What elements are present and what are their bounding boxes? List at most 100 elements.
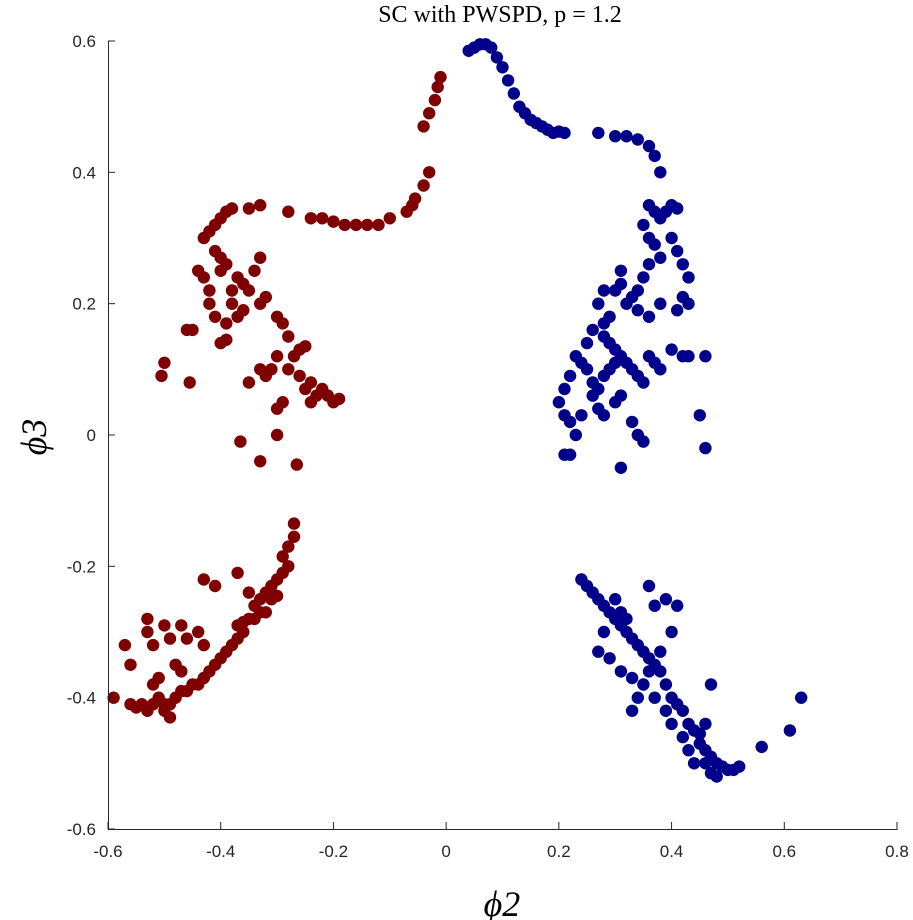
- y-tick-label: -0.2: [67, 557, 96, 576]
- scatter-point: [231, 566, 244, 580]
- scatter-point: [124, 658, 137, 671]
- scatter-point: [234, 435, 247, 448]
- scatter-point: [265, 593, 278, 606]
- scatter-point: [620, 297, 633, 310]
- y-tick-label: 0.4: [72, 163, 96, 182]
- scatter-point: [665, 343, 678, 356]
- scatter-point: [248, 612, 261, 626]
- scatter-point: [609, 130, 622, 143]
- scatter-point: [710, 770, 723, 783]
- scatter-point: [124, 698, 137, 711]
- scatter-point: [293, 369, 306, 383]
- scatter-point: [361, 218, 374, 232]
- scatter-point: [659, 678, 673, 691]
- scatter-point: [642, 258, 656, 271]
- scatter-point: [287, 530, 301, 543]
- ticks: -0.6 -0.4 -0.2 0 0.2 0.4 0.6 0.8 -0.6 -0.4 -0.2 0 0.…: [67, 32, 909, 861]
- y-tick-label: -0.4: [67, 689, 96, 708]
- scatter-point: [434, 70, 447, 84]
- scatter-point: [654, 251, 667, 264]
- scatter-point: [620, 130, 633, 143]
- scatter-point: [575, 409, 588, 422]
- scatter-point: [642, 665, 656, 678]
- scatter-point: [699, 350, 712, 363]
- scatter-point: [180, 632, 194, 645]
- y-tick-label: 0: [87, 426, 96, 445]
- scatter-point: [304, 212, 318, 225]
- scatter-point: [580, 336, 594, 350]
- scatter-point: [614, 461, 628, 474]
- scatter-point: [304, 376, 318, 389]
- scatter-point: [327, 396, 340, 409]
- scatter-point: [699, 757, 712, 770]
- scatter-point: [282, 330, 295, 343]
- scatter-point: [586, 323, 599, 337]
- scatter-point: [699, 717, 712, 731]
- scatter-point: [648, 238, 661, 251]
- scatter-point: [637, 435, 650, 448]
- scatter-point: [287, 517, 301, 530]
- scatter-point: [265, 363, 278, 376]
- scatter-point: [676, 258, 689, 271]
- scatter-point: [192, 625, 205, 639]
- scatter-point: [558, 382, 571, 396]
- scatter-point: [203, 297, 216, 310]
- scatter-point: [338, 218, 351, 232]
- scatter-point: [214, 264, 227, 277]
- scatter-point: [282, 205, 295, 218]
- scatter-point: [276, 317, 289, 330]
- scatter-point: [197, 638, 210, 652]
- scatter-point: [197, 573, 210, 586]
- x-tick-label: 0.2: [547, 842, 571, 861]
- scatter-point: [183, 376, 196, 389]
- scatter-point: [654, 363, 667, 376]
- scatter-point: [552, 396, 566, 409]
- axes: [108, 41, 898, 830]
- scatter-point: [225, 284, 239, 297]
- scatter-point: [609, 284, 622, 297]
- scatter-point: [242, 376, 256, 389]
- scatter-point: [733, 760, 746, 773]
- scatter-point: [659, 704, 673, 717]
- scatter-point: [625, 671, 639, 685]
- scatter-point: [507, 87, 520, 100]
- scatter-point: [676, 704, 689, 717]
- scatter-point: [231, 310, 244, 323]
- scatter-point: [225, 297, 239, 310]
- scatter-point: [642, 579, 656, 593]
- scatter-point: [163, 711, 177, 724]
- scatter-point: [158, 619, 171, 632]
- scatter-point: [203, 284, 216, 297]
- scatter-point: [282, 540, 295, 553]
- chart-title: SC with PWSPD, p = 1.2: [378, 2, 622, 28]
- scatter-point: [614, 389, 628, 402]
- x-tick-label: 0.8: [885, 842, 909, 861]
- scatter-point: [496, 61, 509, 74]
- scatter-point: [609, 356, 622, 369]
- x-tick-label: -0.4: [206, 842, 235, 861]
- scatter-point: [242, 284, 256, 297]
- scatter-point: [563, 415, 577, 429]
- scatter-point: [665, 717, 678, 731]
- scatter-point: [490, 51, 504, 64]
- scatter-point: [254, 455, 267, 468]
- scatter-point: [631, 133, 644, 146]
- scatter-point: [637, 271, 650, 284]
- scatter-point: [558, 126, 571, 140]
- scatter-point: [248, 264, 261, 277]
- scatter-point: [569, 350, 582, 363]
- scatter-point: [699, 441, 712, 455]
- scatter-point: [270, 350, 284, 363]
- scatter-point: [642, 310, 656, 323]
- points-layer: [107, 38, 808, 783]
- scatter-point: [654, 665, 667, 678]
- scatter-point: [316, 212, 329, 225]
- scatter-point: [254, 251, 267, 264]
- scatter-point: [637, 678, 650, 691]
- scatter-point: [155, 369, 168, 383]
- scatter-point: [592, 126, 605, 140]
- y-tick-label: 0.2: [72, 295, 96, 314]
- scatter-point: [625, 704, 639, 717]
- scatter-point: [592, 645, 605, 658]
- scatter-point: [180, 323, 194, 337]
